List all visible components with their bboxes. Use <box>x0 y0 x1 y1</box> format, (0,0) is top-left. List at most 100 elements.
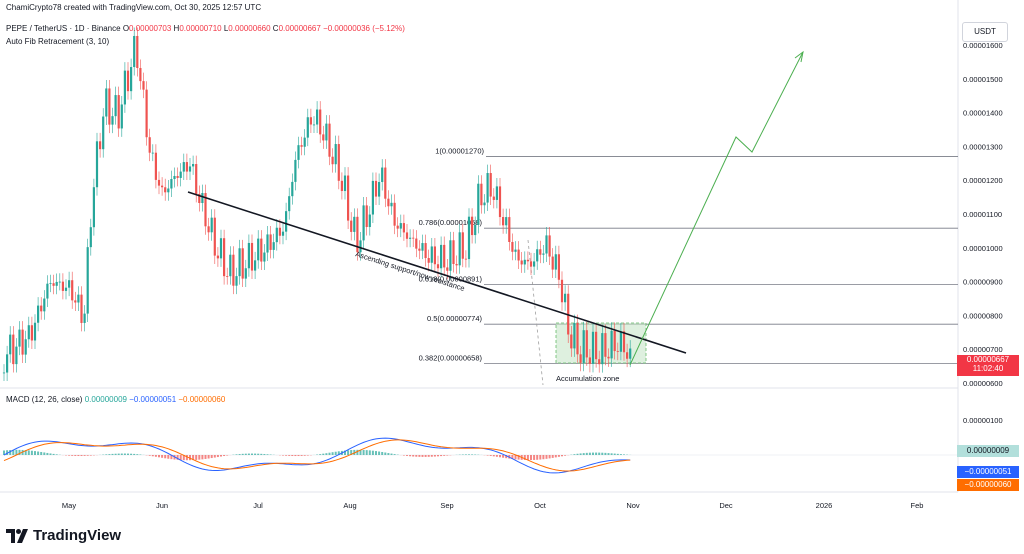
macd-hist-bar <box>179 455 182 461</box>
macd-hist-bar <box>285 455 288 456</box>
candle-body <box>9 334 12 355</box>
macd-hist-bar <box>406 455 408 456</box>
macd-hist-bar <box>148 455 151 456</box>
macd-hist-bar <box>238 454 241 455</box>
macd-hist-bar <box>353 449 356 455</box>
time-axis[interactable]: May Jun Jul Aug Sep Oct Nov Dec 2026 Feb <box>62 501 924 510</box>
change-value: −0.00000036 (−5.12%) <box>323 24 405 33</box>
macd-hist-bar <box>167 455 170 459</box>
candle-body <box>545 235 548 254</box>
candle-body <box>529 261 533 267</box>
candle-body <box>542 253 545 255</box>
macd-hist-bar <box>139 454 142 455</box>
macd-hist-bar <box>176 455 179 460</box>
macd-hist-bar <box>461 454 464 455</box>
candle-body <box>402 223 405 233</box>
candle-body <box>508 217 511 243</box>
candle-body <box>68 280 71 288</box>
macd-hist-bar <box>241 453 244 455</box>
macd-hist-bar <box>6 450 9 455</box>
candle-body <box>89 227 92 248</box>
candle-body <box>415 238 418 249</box>
candle-body <box>548 235 551 257</box>
candle-body <box>219 238 223 259</box>
macd-hist-bar <box>604 452 607 455</box>
candle-body <box>244 268 247 279</box>
accumulation-zone-box[interactable] <box>555 322 647 364</box>
macd-hist-bar <box>495 455 498 457</box>
macd-hist-bar <box>55 454 58 455</box>
price-tick-label: 0.00000900 <box>963 278 1003 287</box>
candle-body <box>452 240 455 264</box>
candle-body <box>449 240 452 271</box>
candle-body <box>192 164 195 167</box>
candle-body <box>607 356 610 359</box>
candle-body <box>254 260 257 271</box>
candle-body <box>471 216 474 236</box>
macd-hist-bar <box>220 455 222 457</box>
candle-body <box>533 261 536 267</box>
candle-body <box>241 248 244 279</box>
candle-body <box>139 68 142 82</box>
candle-body <box>229 254 232 277</box>
trendline-label: Ascending support/now resistance <box>354 249 465 293</box>
candle-body <box>257 238 260 261</box>
trendline[interactable] <box>187 191 687 354</box>
candle-body <box>489 173 492 197</box>
candle-body <box>151 152 154 154</box>
macd-hist-bar <box>582 453 585 455</box>
fib-retracement: 1(0.00001270)0.786(0.00001058)0.618(0.00… <box>419 147 958 364</box>
price-scale[interactable]: 0.00001600 0.00001500 0.00001400 0.00001300… <box>963 41 1003 388</box>
candle-body <box>170 179 173 189</box>
currency-button[interactable]: USDT <box>962 22 1008 42</box>
candle-body <box>300 145 303 147</box>
macd-hist-bar <box>387 453 390 455</box>
macd-hist-bar <box>164 455 167 459</box>
projection-path[interactable] <box>629 51 804 366</box>
macd-hist-bar <box>136 454 139 455</box>
candle-body <box>526 259 529 262</box>
candle-body <box>312 124 316 126</box>
candle-body <box>108 88 111 125</box>
macd-legend[interactable]: MACD (12, 26, close) 0.00000009 −0.00000… <box>6 395 225 404</box>
macd-hist-bar <box>9 450 12 455</box>
candle-body <box>6 354 9 373</box>
candle-body <box>334 144 337 165</box>
fib-indicator-name[interactable]: Auto Fib Retracement (3, 10) <box>6 37 110 46</box>
candle-body <box>539 249 542 255</box>
candle-body <box>455 263 458 266</box>
candle-body <box>188 166 192 172</box>
candle-body <box>483 202 486 206</box>
candle-body <box>464 258 467 260</box>
macd-hist-bar <box>433 455 436 457</box>
macd-hist-bar <box>161 455 164 458</box>
macd-hist-bar <box>539 455 542 460</box>
candle-body <box>343 175 347 192</box>
candle-body <box>126 70 130 92</box>
candle-body <box>232 254 235 286</box>
macd-hist-bar <box>133 453 136 455</box>
macd-hist-bar <box>502 455 505 458</box>
candle-body <box>446 267 449 271</box>
candle-body <box>356 216 359 253</box>
candle-body <box>601 333 604 365</box>
macd-hist-bar <box>610 453 613 455</box>
symbol-name: PEPE / TetherUS · 1D · Binance <box>6 24 121 33</box>
macd-hist-bar <box>427 455 430 457</box>
macd-hist-bar <box>27 450 30 455</box>
tradingview-logo[interactable]: TradingView <box>6 527 121 544</box>
candle-body <box>520 260 523 265</box>
macd-hist-bar <box>319 454 322 455</box>
macd-hist-bar <box>362 449 365 455</box>
candle-body <box>130 67 133 92</box>
macd-hist-bar <box>573 454 576 455</box>
macd-hist-bar <box>303 455 306 456</box>
macd-hist-bar <box>592 452 594 455</box>
macd-hist-bar <box>263 454 266 455</box>
macd-hist-bar <box>223 455 226 457</box>
price-tick-label: 0.00000800 <box>963 311 1003 320</box>
candle-body <box>2 372 6 374</box>
macd-hist-bar <box>43 452 46 455</box>
candle-body <box>195 164 198 194</box>
